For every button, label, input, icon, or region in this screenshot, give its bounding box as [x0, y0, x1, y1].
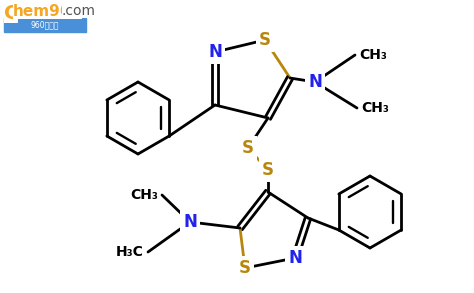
- Text: N: N: [208, 43, 222, 61]
- Text: S: S: [259, 31, 271, 49]
- Text: CH₃: CH₃: [361, 101, 389, 115]
- Text: 960化工网: 960化工网: [31, 21, 59, 30]
- Text: N: N: [288, 249, 302, 267]
- Text: CH₃: CH₃: [359, 48, 387, 62]
- Text: hem960: hem960: [13, 4, 82, 19]
- Text: .com: .com: [62, 4, 96, 18]
- Text: S: S: [239, 259, 251, 277]
- Text: N: N: [183, 213, 197, 231]
- Text: S: S: [262, 161, 274, 179]
- Text: S: S: [242, 139, 254, 157]
- Text: H₃C: H₃C: [116, 245, 144, 259]
- Bar: [4, 18, 86, 32]
- Text: N: N: [308, 73, 322, 91]
- Text: C: C: [4, 4, 18, 23]
- Text: CH₃: CH₃: [130, 188, 158, 202]
